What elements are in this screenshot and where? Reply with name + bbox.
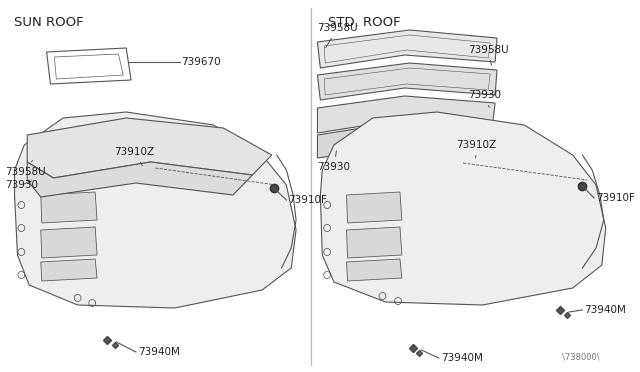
Polygon shape <box>41 259 97 281</box>
Polygon shape <box>41 227 97 258</box>
Text: 73940M: 73940M <box>441 353 483 363</box>
Text: 73930: 73930 <box>317 151 351 172</box>
Polygon shape <box>317 96 495 133</box>
Text: STD. ROOF: STD. ROOF <box>328 16 401 29</box>
Text: 73910F: 73910F <box>288 195 327 205</box>
Text: 73940M: 73940M <box>138 347 180 357</box>
Text: 73958U: 73958U <box>468 45 509 65</box>
Polygon shape <box>317 122 492 158</box>
Text: 73930: 73930 <box>5 180 38 190</box>
Polygon shape <box>346 259 402 281</box>
Text: 73910F: 73910F <box>596 193 635 203</box>
Polygon shape <box>321 112 605 305</box>
Text: 73910Z: 73910Z <box>115 147 155 166</box>
Polygon shape <box>15 112 296 308</box>
Polygon shape <box>317 63 497 100</box>
Text: 73930: 73930 <box>468 90 501 108</box>
Polygon shape <box>346 192 402 223</box>
Polygon shape <box>346 227 402 258</box>
Polygon shape <box>27 118 272 178</box>
Polygon shape <box>27 162 252 197</box>
Text: 73940M: 73940M <box>584 305 627 315</box>
Polygon shape <box>41 192 97 223</box>
Text: 73910Z: 73910Z <box>456 140 497 158</box>
Text: 73958U: 73958U <box>5 160 45 177</box>
Text: SUN ROOF: SUN ROOF <box>13 16 83 29</box>
Text: 73958U: 73958U <box>317 23 358 48</box>
Text: \738000\: \738000\ <box>563 353 600 362</box>
Polygon shape <box>317 30 497 68</box>
Text: 739670: 739670 <box>182 57 221 67</box>
